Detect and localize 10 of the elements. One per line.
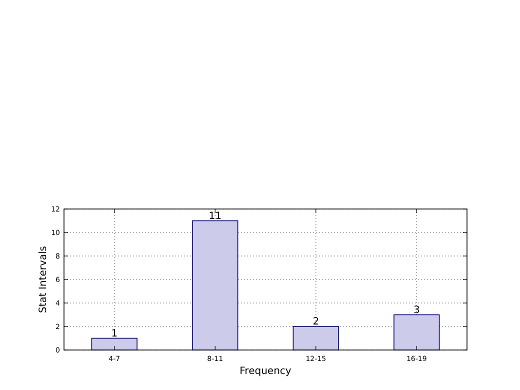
x-axis-title: Frequency: [240, 366, 292, 377]
bar: [91, 338, 138, 350]
bar: [192, 220, 238, 350]
bar: [394, 314, 440, 350]
data-label: 1: [111, 328, 118, 340]
data-label: 11: [208, 210, 222, 222]
data-label: 3: [413, 304, 420, 316]
y-axis-title: Stat Intervals: [38, 246, 49, 314]
bar: [292, 326, 339, 350]
data-label: 2: [312, 316, 320, 328]
